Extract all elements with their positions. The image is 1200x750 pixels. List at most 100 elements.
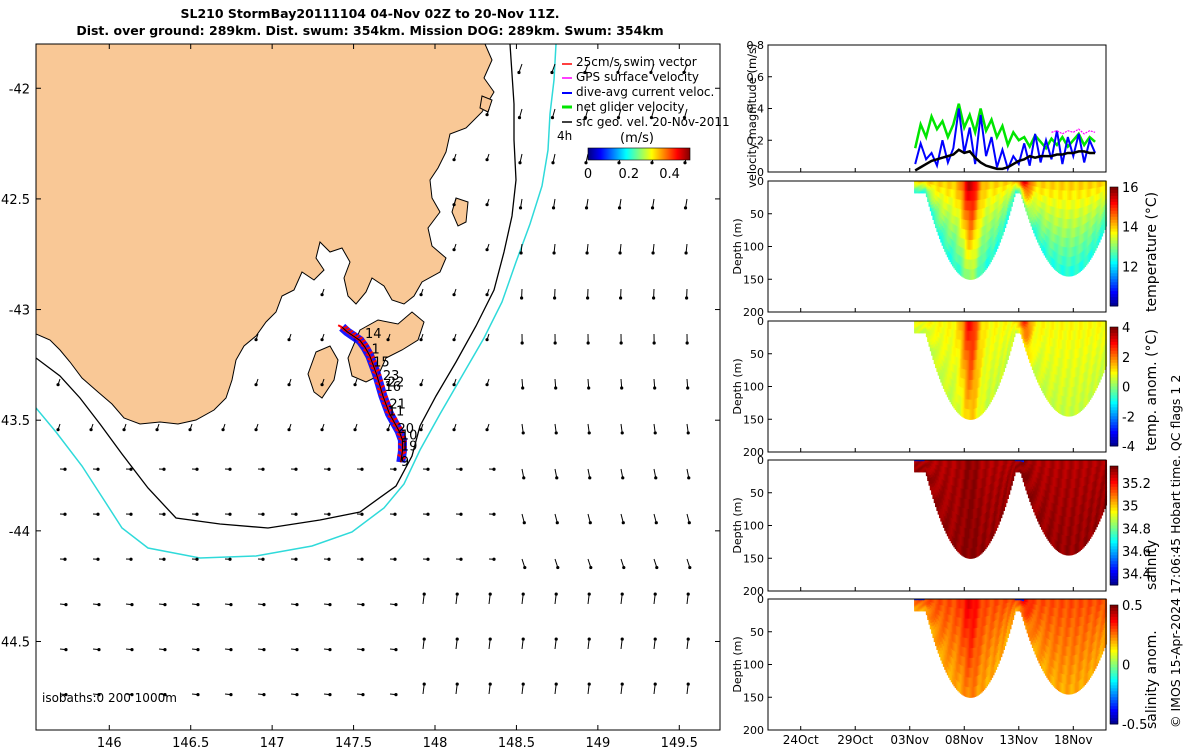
- salinity-cell: [1050, 460, 1053, 469]
- temperature-cell: [1016, 189, 1019, 192]
- temp-anom-cell: [1081, 356, 1084, 366]
- temperature-cbar-cell: [1110, 187, 1118, 191]
- temp-anom-cell: [923, 324, 926, 327]
- temp-anom-cell: [1048, 337, 1051, 347]
- geo-arrow-head: [485, 203, 489, 207]
- salinity-cell: [929, 483, 932, 488]
- temperature-cell: [996, 187, 999, 196]
- salinity-cell: [940, 460, 943, 467]
- salinity-cell: [1038, 504, 1041, 512]
- temp-anom-cell: [921, 330, 924, 333]
- temp-anom-cell: [1095, 360, 1098, 369]
- temperature-cbar-tick: 12: [1122, 260, 1139, 275]
- temp-anom-cell: [1044, 389, 1047, 398]
- temperature-cell: [958, 264, 961, 275]
- temperature-cell: [1095, 214, 1098, 222]
- salinity-cell: [1069, 535, 1072, 546]
- temp-anom-cell: [1054, 338, 1057, 349]
- temp-anom-cell: [1084, 389, 1087, 399]
- temp-anom-cell: [945, 328, 948, 337]
- salinity-cell: [1043, 504, 1046, 513]
- temp-anom-cell: [948, 375, 951, 385]
- temperature-cell: [967, 230, 970, 241]
- temperature-cell: [967, 210, 970, 221]
- temperature-cell: [1072, 237, 1075, 248]
- temp-anom-cell: [1022, 325, 1025, 329]
- temperature-cell: [975, 268, 978, 279]
- temperature-cell: [1063, 209, 1066, 220]
- temperature-cell: [988, 230, 991, 240]
- salinity-cell: [1072, 497, 1075, 508]
- temp-anom-cell: [1072, 368, 1075, 379]
- temperature-cell: [946, 211, 949, 220]
- temperature-cell: [987, 197, 990, 208]
- temp-anom-cell: [915, 323, 918, 326]
- geo-arrow-head: [56, 428, 60, 432]
- salinity-cell: [929, 465, 932, 470]
- temperature-cell: [991, 220, 994, 229]
- temperature-cell: [1078, 226, 1081, 236]
- temp-anom-cell: [1097, 378, 1100, 386]
- temp-anom-cell: [949, 377, 952, 387]
- temp-anom-cell: [1067, 377, 1070, 389]
- salinity-cell: [948, 499, 951, 508]
- salinity-cell: [987, 510, 990, 520]
- salinity-cell: [976, 527, 979, 538]
- temp-anom-cell: [953, 381, 956, 391]
- temperature-cell: [999, 205, 1002, 213]
- temperature-cell: [941, 238, 944, 246]
- salinity-cell: [1031, 460, 1034, 466]
- temp-anom-cell: [949, 369, 952, 378]
- temp-anom-cell: [961, 321, 964, 332]
- temperature-cell: [1067, 266, 1070, 277]
- salinity-cell: [1047, 500, 1050, 509]
- temperature-cell: [1051, 240, 1054, 250]
- salinity-cell: [979, 516, 982, 527]
- geo-arrow-head: [520, 341, 524, 345]
- temp-anom-cell: [1048, 386, 1051, 396]
- temp-anom-cell: [989, 321, 992, 330]
- temperature-cell: [1021, 191, 1024, 194]
- salinity-cell: [1017, 467, 1020, 469]
- temperature-cell: [1072, 265, 1075, 276]
- temp-anom-cell: [1095, 321, 1098, 329]
- salinity-cell: [942, 520, 945, 528]
- salinity-cell: [920, 470, 923, 473]
- salinity-cell: [1005, 485, 1008, 491]
- temp-anom-cell: [1013, 322, 1016, 325]
- salinity-cell: [1026, 473, 1029, 478]
- salinity-cell: [982, 487, 985, 498]
- geo-arrow-head: [287, 338, 291, 342]
- temperature-cell: [1000, 181, 1003, 188]
- temp-anom-cell: [1033, 331, 1036, 338]
- temp-anom-cell: [933, 325, 936, 331]
- temperature-cell: [1098, 193, 1101, 200]
- salinity-cell: [1078, 460, 1081, 470]
- temperature-cell: [989, 189, 992, 198]
- temperature-cell: [1059, 254, 1062, 265]
- temp-anom-cell: [1073, 395, 1076, 406]
- salinity-cell: [1059, 469, 1062, 480]
- geo-arrow-head: [196, 602, 200, 607]
- temp-anom-cell: [1020, 326, 1022, 329]
- salinity-cell: [982, 505, 985, 516]
- salinity-cell: [975, 537, 978, 548]
- salinity-cell: [986, 460, 988, 470]
- temperature-cell: [1000, 227, 1003, 234]
- salinity-cell: [946, 490, 949, 499]
- salinity-cell: [995, 509, 998, 517]
- temp-anom-cell: [1056, 375, 1059, 385]
- temp-anom-cell: [1090, 381, 1093, 391]
- salinity-cell: [1064, 488, 1067, 499]
- salinity-cell: [993, 467, 996, 476]
- temperature-cell: [993, 224, 996, 233]
- salinity-cell: [974, 479, 977, 490]
- salinity-cell: [1044, 460, 1047, 469]
- salinity-cell: [966, 538, 969, 549]
- temperature-cell: [915, 182, 918, 184]
- temp-anom-cell: [1046, 383, 1049, 392]
- salinity-cell: [972, 499, 975, 510]
- temp-anom-cell: [1084, 329, 1087, 339]
- temperature-cell: [1092, 210, 1094, 219]
- temp-anom-cell: [928, 331, 931, 335]
